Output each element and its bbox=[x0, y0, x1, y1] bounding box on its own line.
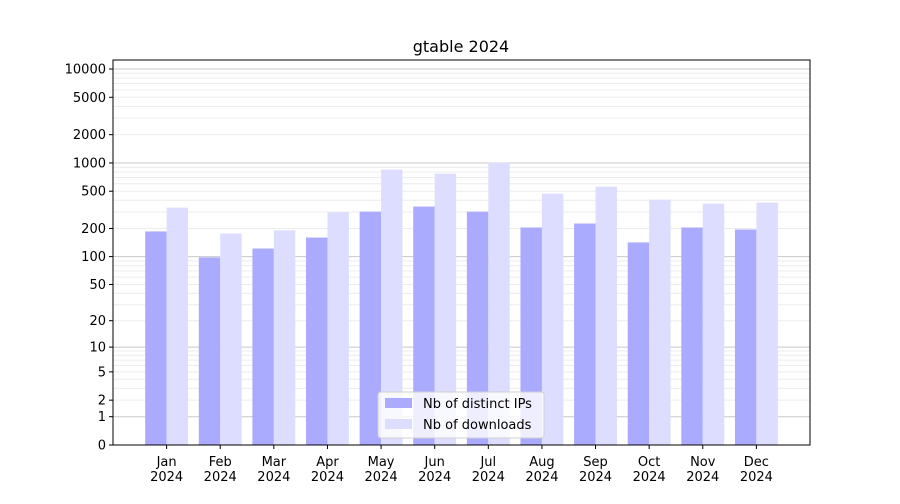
bar-downloads bbox=[381, 169, 403, 445]
x-tick-label: 2024 bbox=[257, 470, 290, 485]
x-tick-label: Nov bbox=[690, 455, 716, 470]
bar-downloads bbox=[702, 203, 725, 445]
bar-downloads bbox=[434, 173, 457, 446]
bar-ips bbox=[734, 229, 757, 445]
legend-swatch bbox=[385, 419, 412, 429]
x-tick-label: Jun bbox=[424, 455, 445, 470]
x-tick-label: Jan bbox=[156, 455, 177, 470]
y-tick-label: 5 bbox=[98, 365, 106, 380]
y-tick-label: 500 bbox=[81, 185, 106, 200]
x-tick-label: 2024 bbox=[525, 470, 558, 485]
legend-box bbox=[377, 391, 545, 439]
x-tick-label: Apr bbox=[316, 455, 339, 470]
y-tick-label: 5000 bbox=[73, 91, 106, 106]
y-axis: 0 12 5 10 20 50 100 200 500 1000 2000 5000 10000 bbox=[65, 62, 113, 454]
y-tick-label: 10000 bbox=[65, 62, 106, 77]
y-tick-label: 10 bbox=[89, 341, 106, 356]
bar-downloads bbox=[595, 186, 617, 446]
y-tick-label: 1000 bbox=[73, 156, 106, 171]
x-tick-label: 2024 bbox=[579, 470, 612, 485]
bar-downloads bbox=[756, 202, 778, 445]
x-tick-label: Mar bbox=[262, 455, 287, 470]
x-tick-label: 2024 bbox=[311, 470, 344, 485]
x-tick-label: 2024 bbox=[418, 470, 451, 485]
bar-downloads bbox=[488, 162, 510, 445]
bar-ips bbox=[306, 237, 328, 445]
y-tick-label: 100 bbox=[81, 250, 106, 265]
bar-ips bbox=[681, 227, 703, 445]
bar-downloads bbox=[649, 199, 671, 445]
bar-ips bbox=[359, 211, 382, 445]
y-tick-label: 50 bbox=[89, 278, 106, 293]
bar-downloads bbox=[220, 233, 242, 445]
legend-swatch bbox=[385, 398, 412, 408]
x-tick-label: 2024 bbox=[686, 470, 719, 485]
x-axis: Jan2024Feb2024Mar2024Apr2024May2024Jun20… bbox=[150, 445, 773, 485]
bars bbox=[145, 162, 778, 446]
bar-ips bbox=[413, 206, 435, 445]
x-tick-label: Oct bbox=[638, 455, 660, 470]
y-tick-label: 200 bbox=[81, 222, 106, 237]
x-tick-label: Jul bbox=[479, 455, 496, 470]
bar-ips bbox=[145, 231, 167, 445]
x-tick-label: May bbox=[368, 455, 395, 470]
x-tick-label: Sep bbox=[583, 455, 608, 470]
x-tick-label: 2024 bbox=[740, 470, 773, 485]
x-tick-label: Aug bbox=[529, 455, 554, 470]
y-tick-label: 2000 bbox=[73, 128, 106, 143]
bar-downloads bbox=[327, 212, 349, 445]
x-tick-label: Feb bbox=[209, 455, 232, 470]
x-tick-label: 2024 bbox=[365, 470, 398, 485]
legend: Nb of distinct IPs Nb of downloads bbox=[377, 391, 545, 439]
chart-title: gtable 2024 bbox=[413, 37, 509, 56]
axes-frame bbox=[112, 59, 811, 446]
bar-ips bbox=[466, 211, 489, 445]
x-tick-label: 2024 bbox=[472, 470, 505, 485]
bar-downloads bbox=[541, 193, 564, 445]
y-tick-label: 20 bbox=[89, 314, 106, 329]
legend-label: Nb of distinct IPs bbox=[423, 397, 532, 412]
x-tick-label: 2024 bbox=[633, 470, 666, 485]
bar-downloads bbox=[273, 230, 296, 445]
bar-ips bbox=[520, 227, 542, 445]
bar-ips bbox=[252, 248, 274, 445]
bar-ips bbox=[198, 257, 221, 445]
y-tick-label: 2 bbox=[98, 394, 106, 409]
bar-ips bbox=[574, 223, 596, 445]
y-tick-label: 1 bbox=[98, 410, 106, 425]
bar-downloads bbox=[166, 207, 189, 445]
x-tick-label: 2024 bbox=[150, 470, 183, 485]
x-tick-label: Dec bbox=[744, 455, 769, 470]
bar-ips bbox=[627, 242, 650, 445]
legend-label: Nb of downloads bbox=[423, 418, 532, 433]
y-tick-label: 0 bbox=[98, 439, 106, 454]
x-tick-label: 2024 bbox=[204, 470, 237, 485]
